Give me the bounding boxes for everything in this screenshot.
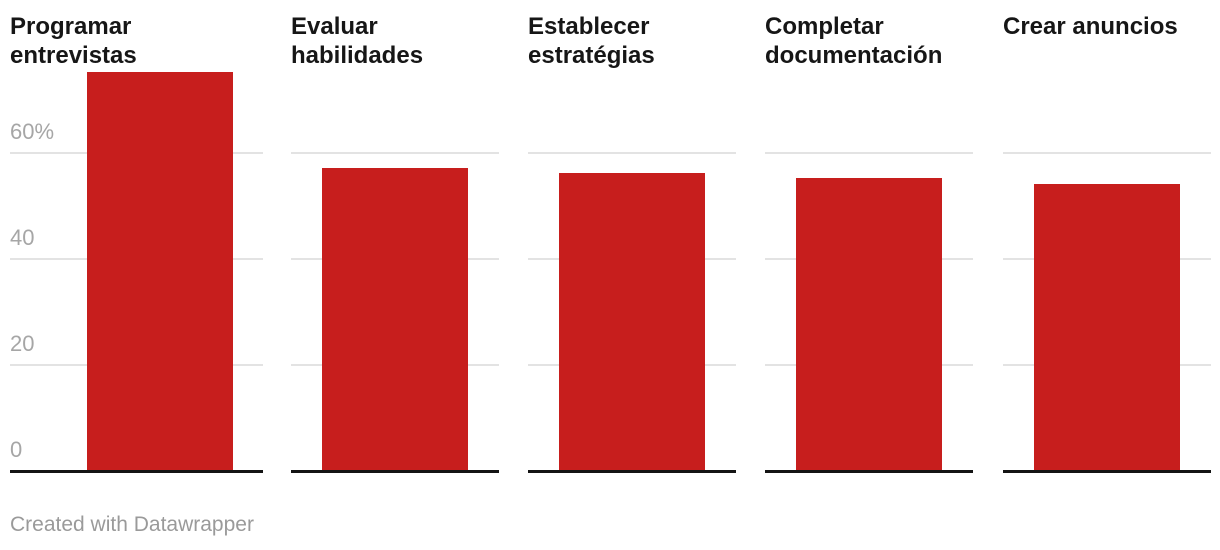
panel-title: Establecer estratégias — [528, 13, 655, 69]
gridline — [291, 152, 499, 154]
x-axis-line — [1003, 470, 1211, 473]
bar — [559, 173, 705, 470]
panel-title: Completar documentación — [765, 13, 943, 69]
gridline — [528, 152, 736, 154]
y-axis-tick-label: 0 — [10, 437, 23, 462]
panel-title: Evaluar habilidades — [291, 13, 424, 69]
bar — [87, 72, 233, 470]
y-axis-tick-label: 40 — [10, 225, 35, 250]
chart-panel: Establecer estratégias — [528, 0, 736, 473]
bar — [796, 178, 942, 470]
x-axis-line — [10, 470, 263, 473]
y-axis-tick-label: 20 — [10, 331, 35, 356]
gridline — [1003, 152, 1211, 154]
gridline — [765, 152, 973, 154]
chart-panel: Evaluar habilidades — [291, 0, 499, 473]
x-axis-line — [528, 470, 736, 473]
datawrapper-attribution-link[interactable]: Created with Datawrapper — [10, 513, 254, 536]
panel-title: Crear anuncios — [1003, 13, 1178, 40]
x-axis-line — [291, 470, 499, 473]
chart-panel: Completar documentación — [765, 0, 973, 473]
bar — [1034, 184, 1180, 470]
panel-title: Programar entrevistas — [10, 13, 137, 69]
chart-panel: Programar entrevistas 0 20 40 60% — [10, 0, 263, 473]
x-axis-line — [765, 470, 973, 473]
bar — [322, 168, 468, 470]
chart-panel: Crear anuncios — [1003, 0, 1211, 473]
y-axis-tick-label: 60% — [10, 119, 55, 144]
